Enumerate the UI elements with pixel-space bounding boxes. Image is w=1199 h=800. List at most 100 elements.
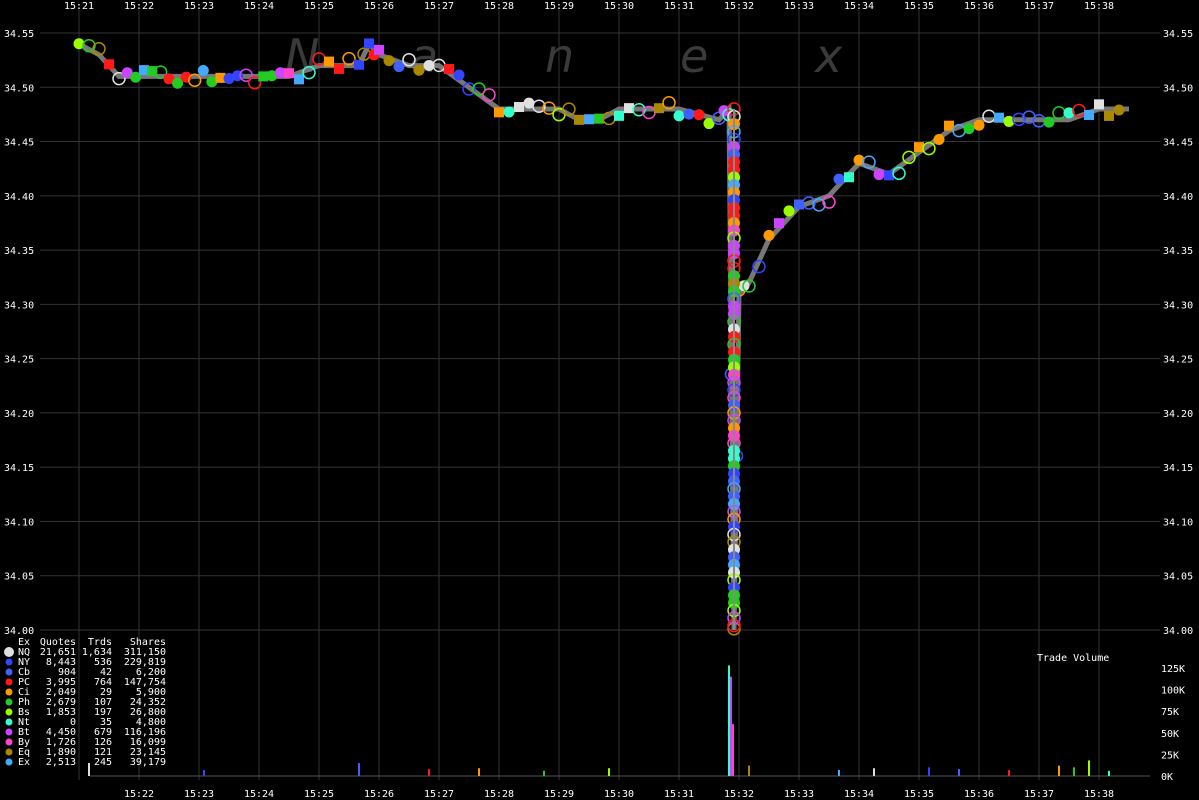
trade-marker	[302, 65, 316, 80]
legend-cell: 229,819	[124, 657, 166, 668]
legend-cell: 116,196	[124, 727, 166, 738]
time-tick-label: 15:34	[844, 789, 874, 800]
legend-cell: 8,443	[46, 657, 76, 668]
legend-cell: Bt	[18, 727, 30, 738]
legend-swatch	[5, 658, 13, 666]
trade-marker	[632, 103, 646, 117]
price-tick-label: 34.30	[4, 300, 34, 311]
trade-marker	[963, 123, 975, 135]
legend-cell: Nt	[18, 717, 30, 728]
legend-cell: 23,145	[130, 747, 166, 758]
trade-marker	[453, 69, 465, 81]
price-tick-label: 34.45	[4, 138, 34, 149]
trade-marker	[1113, 104, 1125, 116]
trade-marker	[482, 88, 496, 102]
time-tick-label: 15:37	[1024, 789, 1054, 800]
legend-cell: 2,513	[46, 757, 76, 768]
legend-cell: 35	[100, 717, 112, 728]
time-tick-label: 15:31	[664, 1, 694, 12]
legend-header: Shares	[130, 637, 166, 648]
legend-cell: 2,049	[46, 687, 76, 698]
watermark-letter: e	[680, 29, 708, 83]
legend-swatch	[5, 718, 13, 726]
volume-tick-label: 0K	[1161, 772, 1173, 783]
legend-cell: 904	[58, 667, 76, 678]
trade-marker	[393, 61, 405, 73]
trade-marker	[1094, 99, 1104, 110]
time-tick-label: 15:29	[544, 789, 574, 800]
right-price-axis: 34.55 34.50 34.45 34.40 34.35 34.30 34.25 34.20…	[1163, 29, 1193, 637]
trade-marker	[139, 65, 149, 76]
time-tick-label: 15:33	[784, 789, 814, 800]
bottom-time-axis: 15:22 15:23 15:24 15:25 15:26 15:27 15:28 15:29…	[124, 789, 1114, 800]
trade-marker	[444, 64, 454, 75]
legend-cell: Cb	[18, 667, 30, 678]
trade-marker	[822, 195, 836, 209]
left-price-axis: 34.55 34.50 34.45 34.40 34.35 34.30 34.25 34.20…	[4, 29, 34, 637]
trade-marker	[833, 173, 845, 185]
trade-marker	[1104, 110, 1114, 121]
price-tick-label: 34.35	[1163, 246, 1193, 257]
volume-tick-label: 125K	[1161, 664, 1185, 675]
trade-marker	[197, 65, 209, 77]
time-tick-label: 15:35	[904, 1, 934, 12]
legend-cell: 1,634	[82, 647, 112, 658]
trade-marker	[812, 198, 826, 212]
trade-marker	[742, 279, 756, 293]
price-tick-label: 34.55	[1163, 29, 1193, 40]
legend-cell: 26,800	[130, 707, 166, 718]
legend-cell: 311,150	[124, 647, 166, 658]
price-tick-label: 34.10	[1163, 517, 1193, 528]
legend-cell: 42	[100, 667, 112, 678]
trade-marker	[862, 155, 876, 169]
trade-marker	[147, 66, 158, 77]
legend-header: Quotes	[40, 637, 76, 648]
legend-swatch	[4, 647, 14, 657]
legend-cell: 1,726	[46, 737, 76, 748]
trade-marker	[562, 102, 576, 116]
trade-marker	[342, 51, 356, 66]
time-tick-label: 15:23	[184, 789, 214, 800]
trade-marker	[944, 120, 954, 131]
legend-swatch	[5, 688, 13, 696]
trade-marker	[844, 172, 854, 183]
time-tick-label: 15:36	[964, 1, 994, 12]
legend-cell: 21,651	[40, 647, 76, 658]
trade-marker	[1084, 109, 1094, 120]
price-tick-label: 34.30	[1163, 300, 1193, 311]
trade-marker	[703, 118, 715, 130]
trade-marker	[215, 72, 226, 83]
trade-marker	[873, 169, 885, 181]
trade-marker	[354, 59, 364, 70]
time-tick-label: 15:26	[364, 1, 394, 12]
time-tick-label: 15:23	[184, 1, 214, 12]
trade-marker	[902, 150, 916, 165]
trade-marker	[187, 73, 202, 87]
trade-marker	[423, 59, 435, 71]
time-tick-label: 15:22	[124, 1, 154, 12]
legend-header: Ex	[18, 637, 30, 648]
volume-axis-title: Trade Volume	[1037, 653, 1109, 664]
price-tick-label: 34.05	[4, 572, 34, 583]
trade-marker	[532, 99, 546, 113]
price-tick-label: 34.10	[4, 517, 34, 528]
time-tick-label: 15:28	[484, 1, 514, 12]
trade-marker	[973, 119, 985, 131]
time-tick-label: 15:25	[304, 1, 334, 12]
trade-marker	[247, 76, 262, 90]
legend-cell: 5,900	[136, 687, 166, 698]
trade-marker	[662, 95, 676, 110]
grid-lines	[40, 10, 1160, 780]
volume-bars	[88, 665, 1150, 777]
volume-axis: 125K 100K 75K 50K 25K 0K	[1161, 664, 1185, 783]
time-tick-label: 15:38	[1084, 789, 1114, 800]
time-tick-label: 15:36	[964, 789, 994, 800]
volume-tick-label: 75K	[1161, 707, 1179, 718]
legend-swatch	[5, 728, 13, 736]
price-tick-label: 34.35	[4, 246, 34, 257]
volume-tick-label: 50K	[1161, 729, 1179, 740]
time-tick-label: 15:26	[364, 789, 394, 800]
time-tick-label: 15:27	[424, 1, 454, 12]
